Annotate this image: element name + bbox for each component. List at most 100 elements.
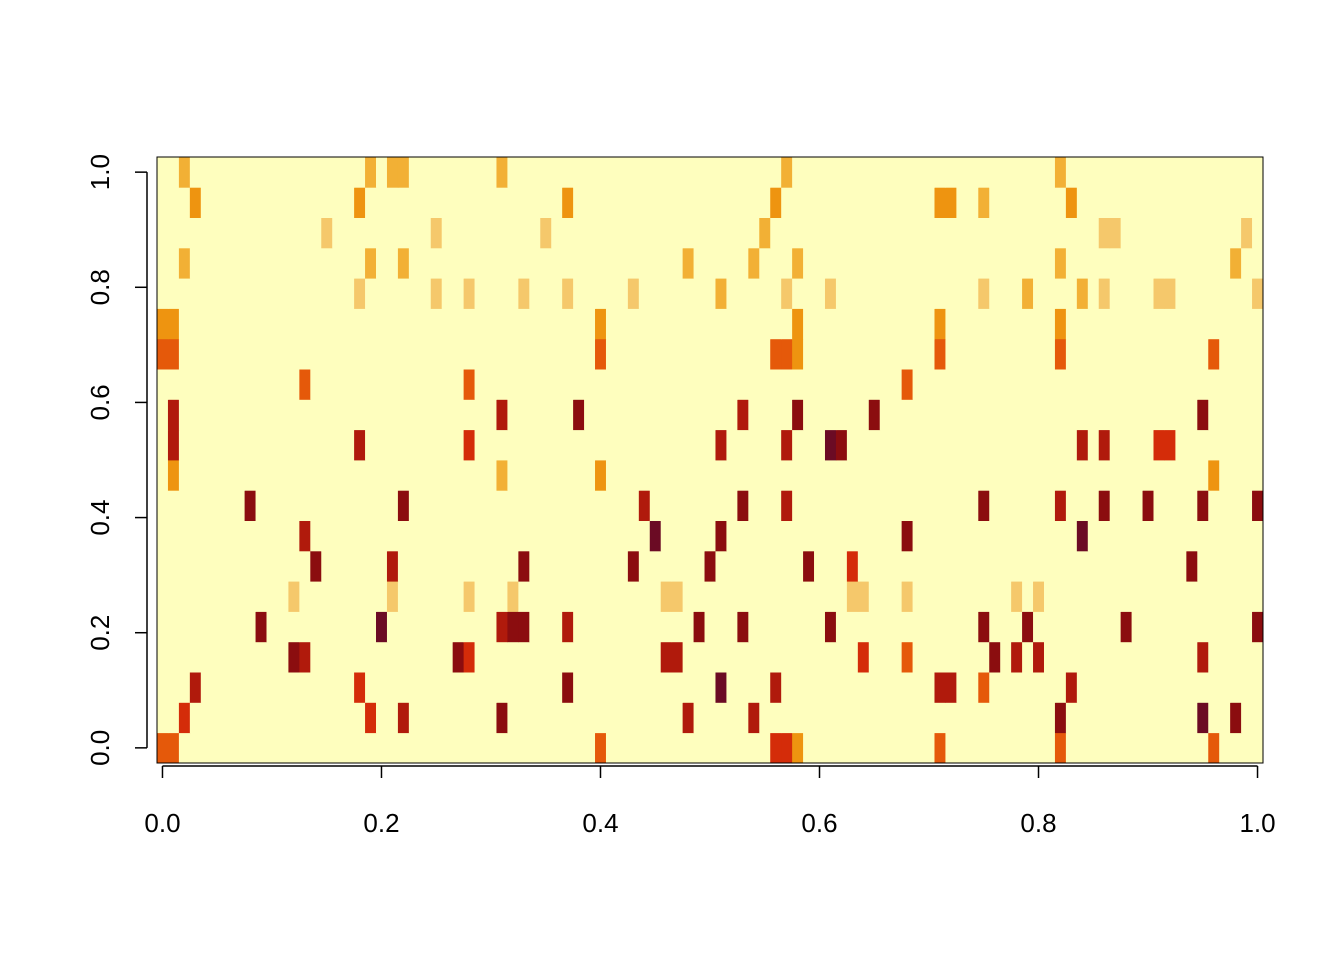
cell: [956, 460, 968, 491]
cell: [408, 732, 421, 764]
cell: [540, 217, 552, 249]
cell: [474, 338, 486, 370]
cell: [770, 702, 782, 734]
cell: [1033, 429, 1045, 461]
cell: [419, 247, 432, 279]
cell: [1109, 611, 1122, 643]
cell: [485, 672, 497, 703]
cell: [266, 429, 278, 461]
cell: [803, 369, 815, 400]
cell: [343, 550, 355, 582]
cell: [1241, 460, 1253, 491]
cell: [748, 611, 760, 643]
cell: [200, 672, 213, 703]
cell: [1230, 187, 1242, 218]
cell: [529, 187, 541, 218]
cell: [485, 399, 497, 431]
cell: [814, 581, 826, 612]
cell: [1142, 581, 1154, 612]
cell: [1142, 187, 1154, 218]
cell: [1219, 732, 1231, 764]
cell: [507, 399, 519, 431]
cell: [496, 369, 508, 400]
cell: [233, 672, 246, 703]
cell: [430, 308, 443, 340]
y-tick-label: 0.2: [85, 615, 115, 651]
cell: [945, 187, 957, 218]
cell: [167, 520, 180, 552]
cell: [1219, 399, 1231, 431]
cell: [529, 611, 541, 643]
cell: [737, 187, 749, 218]
cell: [824, 429, 837, 461]
cell: [1000, 278, 1012, 309]
cell: [595, 369, 607, 400]
cell: [934, 429, 946, 461]
cell: [496, 490, 508, 521]
cell: [934, 520, 946, 552]
cell: [540, 550, 552, 582]
cell: [233, 369, 246, 400]
cell: [1175, 429, 1187, 461]
cell: [934, 702, 946, 734]
cell: [551, 550, 563, 582]
cell: [1230, 338, 1242, 370]
cell: [1120, 702, 1132, 734]
cell: [879, 550, 892, 582]
cell: [430, 399, 443, 431]
cell: [419, 581, 432, 612]
cell: [835, 187, 848, 218]
cell: [376, 429, 388, 461]
cell: [1186, 338, 1198, 370]
cell: [814, 702, 826, 734]
cell: [200, 338, 213, 370]
cell: [1252, 399, 1264, 431]
cell: [1197, 520, 1209, 552]
cell: [890, 490, 903, 521]
cell: [923, 247, 935, 279]
cell: [726, 732, 738, 764]
cell: [715, 278, 727, 309]
cell: [967, 611, 979, 643]
cell: [1230, 460, 1242, 491]
cell: [989, 187, 1001, 218]
cell: [419, 157, 432, 188]
cell: [277, 187, 289, 218]
cell: [857, 338, 870, 370]
cell: [189, 369, 202, 400]
cell: [485, 460, 497, 491]
cell: [1164, 338, 1176, 370]
cell: [1175, 581, 1187, 612]
cell: [912, 611, 924, 643]
cell: [1219, 581, 1231, 612]
cell: [419, 732, 432, 764]
cell: [759, 247, 771, 279]
cell: [518, 672, 530, 703]
cell: [365, 611, 377, 643]
cell: [824, 187, 837, 218]
cell: [814, 460, 826, 491]
cell: [770, 187, 782, 218]
cell: [890, 187, 903, 218]
cell: [715, 550, 727, 582]
cell: [616, 157, 629, 188]
cell: [222, 187, 235, 218]
cell: [189, 581, 202, 612]
cell: [803, 308, 815, 340]
cell: [474, 732, 486, 764]
cell: [386, 581, 399, 612]
cell: [255, 187, 267, 218]
cell: [934, 581, 946, 612]
cell: [1011, 672, 1023, 703]
cell: [562, 732, 574, 764]
cell: [1241, 278, 1253, 309]
cell: [266, 702, 278, 734]
cell: [244, 399, 256, 431]
cell: [288, 460, 300, 491]
cell: [846, 399, 859, 431]
cell: [1109, 732, 1122, 764]
cell: [211, 732, 224, 764]
cell: [835, 732, 848, 764]
cell: [200, 308, 213, 340]
cell: [901, 369, 913, 400]
